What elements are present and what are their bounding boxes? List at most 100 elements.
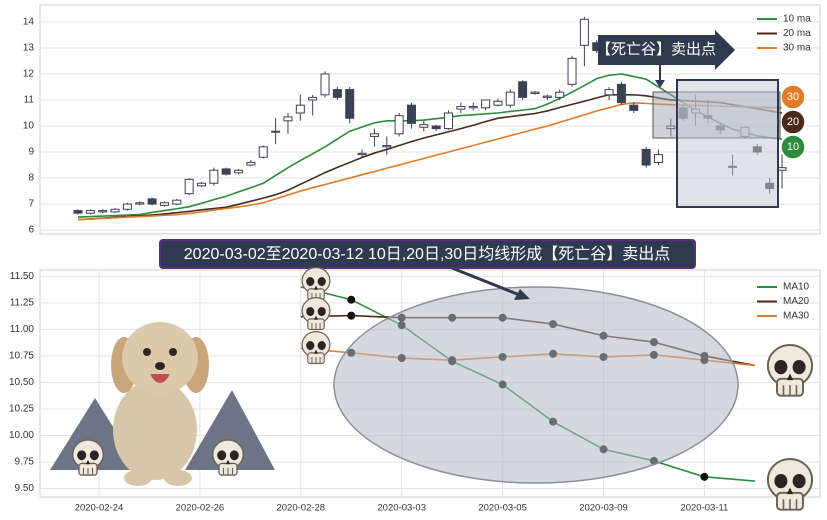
ma-line <box>77 73 783 218</box>
candle-body <box>579 18 589 46</box>
ma-badge-label: 10 <box>787 141 799 153</box>
point <box>347 311 356 320</box>
candle-body <box>431 125 441 130</box>
candle-body <box>468 105 478 109</box>
top-annotations: 【死亡谷】卖出点 <box>596 30 781 208</box>
candle-body <box>641 148 651 166</box>
candle-body <box>283 116 293 122</box>
legend-label: 20 ma <box>783 28 811 39</box>
y-tick-label: 9.50 <box>15 483 35 494</box>
candle-body <box>221 168 231 175</box>
candle-body <box>308 96 318 101</box>
candle-body <box>234 169 244 174</box>
candle-body <box>246 161 256 166</box>
candle-body <box>616 83 626 104</box>
candle-body <box>382 145 392 148</box>
candle-body <box>258 146 268 158</box>
highlight-ellipse <box>333 286 739 484</box>
bottom-annotations: 2020-03-02至2020-03-12 10日,20日,30日均线形成【死亡… <box>159 239 739 484</box>
candle-body <box>419 124 429 128</box>
ma-badge <box>780 134 806 160</box>
candle-body <box>444 112 454 130</box>
y-tick-label: 10.50 <box>9 377 34 388</box>
point <box>700 472 709 481</box>
dog-paw <box>124 470 152 486</box>
candle-body <box>777 167 787 171</box>
legend-label: MA20 <box>783 296 810 307</box>
y-tick-label: 10.75 <box>9 351 34 362</box>
candle-body <box>320 73 330 96</box>
candle-body <box>542 95 552 98</box>
candle-body <box>85 210 95 214</box>
x-tick-label: 2020-03-09 <box>579 503 628 514</box>
y-tick-label: 10.25 <box>9 404 34 415</box>
ma-badge <box>780 109 806 135</box>
top-frame <box>39 4 821 235</box>
legend-label: MA30 <box>783 311 810 322</box>
candle-body <box>73 210 83 214</box>
bottom-frame <box>39 269 821 498</box>
y-tick-label: 10.00 <box>9 430 34 441</box>
x-tick-label: 2020-02-26 <box>176 503 225 514</box>
dog-nose <box>155 362 165 370</box>
y-tick-label: 14 <box>23 17 35 28</box>
y-tick-label: 9.75 <box>15 457 35 468</box>
y-tick-label: 13 <box>23 43 35 54</box>
ma-badge-label: 20 <box>787 116 799 128</box>
candle-body <box>332 89 342 98</box>
candle-body <box>629 104 639 111</box>
callout-arrow <box>598 30 735 70</box>
candle-body <box>172 199 182 205</box>
candle-body <box>357 152 367 156</box>
x-tick-label: 2020-02-24 <box>75 503 124 514</box>
dog-body <box>113 380 197 480</box>
y-tick-label: 8 <box>28 173 34 184</box>
candle-body <box>406 104 416 124</box>
candle-body <box>555 91 565 98</box>
annotation-box <box>159 239 696 269</box>
y-tick-label: 9 <box>28 147 34 158</box>
candlestick-chart: 6 7 8 9 10 11 12 13 14 10 ma 20 ma 30 ma 30 20 10 <box>23 14 820 236</box>
point <box>347 295 356 304</box>
candle-body <box>369 133 379 137</box>
pointer <box>451 266 523 298</box>
dog-eye <box>143 348 151 356</box>
candle-body <box>481 99 491 109</box>
candle-body <box>147 198 157 205</box>
pointer-head <box>655 80 665 88</box>
y-tick-label: 10 <box>23 121 35 132</box>
candle-body <box>518 81 528 98</box>
y-tick-label: 11.00 <box>10 324 35 335</box>
candle-body <box>197 182 207 187</box>
legend-label: MA10 <box>783 282 810 293</box>
candle-body <box>110 208 120 213</box>
y-tick-label: 6 <box>28 225 34 236</box>
x-tick-label: 2020-03-05 <box>478 503 527 514</box>
mountain <box>185 390 275 470</box>
y-tick-label: 11 <box>24 95 35 106</box>
candle-body <box>394 115 404 135</box>
candle-body <box>567 57 577 85</box>
annotation: 2020-03-02至2020-03-12 10日,20日,30日均线形成【死亡… <box>184 245 670 263</box>
legend-label: 10 ma <box>783 14 811 25</box>
candle-body <box>493 100 503 106</box>
y-tick-label: 12 <box>23 69 35 80</box>
ma-badge <box>780 84 806 110</box>
candle-body <box>184 178 194 195</box>
dog-eye <box>169 348 177 356</box>
dog-mouth <box>150 374 170 383</box>
candle-body <box>122 203 132 210</box>
y-tick-label: 11.50 <box>10 271 35 282</box>
candle-body <box>456 105 466 110</box>
legend-label: 30 ma <box>783 43 811 54</box>
candle-body <box>135 202 145 205</box>
candle-body <box>604 89 614 96</box>
dog-paw <box>164 470 192 486</box>
candle-body <box>530 91 540 94</box>
y-tick-label: 7 <box>28 199 34 210</box>
dog-head <box>122 322 198 394</box>
candle-body <box>295 104 305 114</box>
candle-body <box>505 91 515 106</box>
x-tick-label: 2020-03-03 <box>377 503 426 514</box>
